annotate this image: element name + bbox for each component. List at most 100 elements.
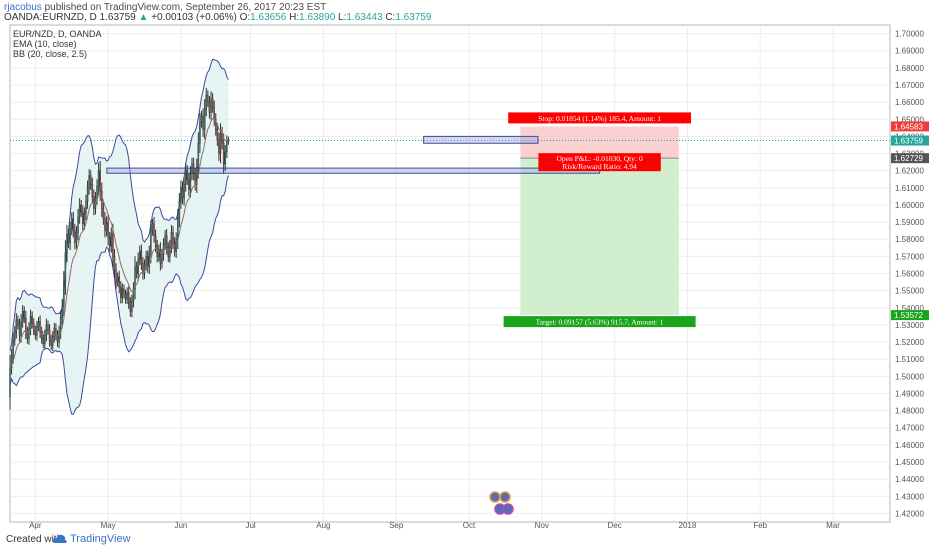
event-icon[interactable] [502,503,514,515]
candle-body [200,115,203,123]
candle-body [189,173,192,190]
candle-body [139,250,141,261]
y-tick-label: 1.59000 [895,218,924,227]
candle-body [101,190,103,209]
candle-body [143,264,146,274]
current-price-tag: 1.63759 [894,137,923,146]
low-label: L: [338,12,347,23]
x-tick-label: Apr [29,521,42,530]
candle-body [21,310,24,322]
candle-body [26,331,29,339]
candle-body [192,163,195,175]
candle-body [77,216,79,233]
candle-body [55,328,57,336]
candle-body [102,208,105,219]
candle-body [28,328,30,339]
x-tick-label: 2018 [679,521,697,530]
candle-body [74,230,76,243]
candle-body [51,336,54,346]
bb-upper-line [9,58,229,351]
candle-body [134,266,136,290]
position-labels: Stop: 0.01854 (1.14%) 185.4, Amount: 1 Op… [503,112,696,328]
candle-body [124,293,127,300]
candle-body [42,338,45,345]
candle-body [177,218,179,240]
candle-body [169,245,171,257]
long-position-tool[interactable] [10,126,890,316]
close-label: C: [385,12,396,23]
price-chart[interactable]: Stop: 0.01854 (1.14%) 185.4, Amount: 1 Op… [0,0,932,530]
candle-body [99,170,101,192]
event-icon[interactable] [489,491,501,503]
candle-body [86,187,89,202]
candle-body [112,233,114,257]
candle-body [25,317,27,333]
candle-body [116,276,119,283]
candle-body [72,218,75,231]
candle-body [126,292,128,300]
candle-body [23,310,26,319]
candle-body [123,288,125,295]
target-price-tag-bg [891,310,929,321]
legend-title: EUR/NZD, D, OANDA [13,29,102,39]
x-tick-label: Feb [753,521,767,530]
entry-price-tag: 1.62729 [894,154,923,163]
candle-body [216,129,219,141]
open-pnl-label: Open P&L: -0.01030, Qty: 0 [556,154,642,163]
candle-body [64,252,67,283]
author-name[interactable]: rjacobus [4,2,42,13]
candle-body [115,269,117,283]
stop-zone[interactable] [520,126,679,159]
y-tick-label: 1.55000 [895,287,924,296]
bollinger-bands [9,58,229,415]
candle-body [153,223,155,237]
candle-body [210,98,212,113]
candle-body [78,204,81,218]
y-tick-label: 1.43000 [895,492,924,501]
candle-body [121,288,124,298]
tradingview-brand[interactable]: TradingView [70,533,131,545]
candle-body [161,254,163,264]
candle-body [165,235,168,249]
candle-body [70,218,73,230]
candle-body [188,178,190,190]
stop-label: Stop: 0.01854 (1.14%) 185.4, Amount: 1 [538,114,661,123]
candle-body [224,151,227,165]
candle-body [222,143,225,165]
created-with-label: Created with [6,534,63,545]
candle-body [156,245,158,257]
price-change: +0.00103 (+0.06%) [151,12,237,23]
candle-body [202,115,204,130]
support-zone[interactable] [106,167,601,174]
candle-body [12,340,14,357]
support-zone[interactable] [423,135,539,144]
candle-body [107,221,109,238]
up-arrow-icon: ▲ [138,12,149,23]
last-price: 1.63759 [99,12,136,23]
candle-body [195,166,198,185]
y-tick-label: 1.53000 [895,321,924,330]
candle-body [39,321,41,333]
candle-body [158,249,160,257]
candle-body [131,300,133,312]
candle-body [96,185,98,199]
y-tick-label: 1.51000 [895,355,924,364]
x-tick-label: Jun [174,521,187,530]
event-icons[interactable] [489,491,514,515]
candle-body [108,237,111,247]
candle-body [110,233,113,247]
candle-body [40,331,43,339]
candle-body [137,259,139,274]
y-tick-label: 1.65000 [895,115,924,124]
target-zone[interactable] [520,158,679,316]
candlesticks [9,87,230,410]
candle-body [183,184,185,199]
candle-body [172,232,174,243]
candle-body [32,322,35,331]
candle-body [66,233,68,254]
candle-body [226,141,228,153]
pnl-label-bg [538,153,661,172]
current-price-tag-bg [891,135,929,146]
event-icon[interactable] [499,491,511,503]
candle-body [205,95,208,110]
